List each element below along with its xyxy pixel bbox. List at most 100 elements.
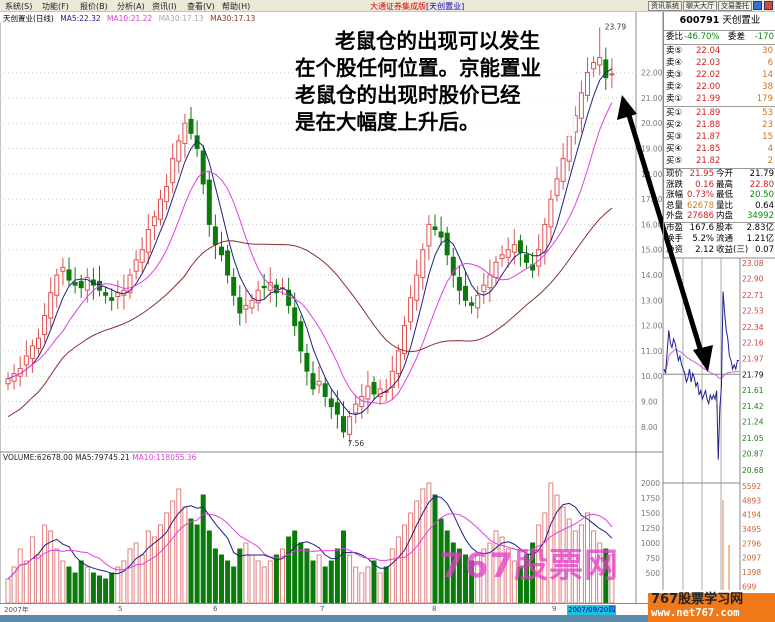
volume-bar xyxy=(249,554,255,604)
volume-bar xyxy=(347,554,353,604)
stat-label: 市盈 xyxy=(666,223,684,233)
y-tick-label: 18.00 xyxy=(641,170,663,179)
stat-value: 27686 xyxy=(686,211,714,221)
candle-body xyxy=(609,73,615,76)
candle-body xyxy=(542,223,548,253)
stat-label: 最高 xyxy=(716,179,734,190)
volume-ma10-line xyxy=(7,513,613,580)
candle-body xyxy=(292,307,298,327)
stock-name-label: 天创置业(日线) xyxy=(3,14,54,23)
intraday-tick-label: 20.87 xyxy=(742,450,764,459)
weicha-value: -170 xyxy=(754,32,774,42)
volume-legend-item: MA10:118055.36 xyxy=(132,453,196,462)
volume-bar xyxy=(237,548,243,604)
volume-bar xyxy=(359,572,365,604)
menu-view[interactable]: 查看(V) xyxy=(187,2,215,11)
quote-header: 600791 天创置业 xyxy=(664,15,775,27)
volume-bar xyxy=(328,560,334,604)
y-tick-label: 17.00 xyxy=(641,195,663,204)
stat-row: 外盘 27686 内盘 34992 xyxy=(664,211,775,222)
buy-price: 21.85 xyxy=(696,144,721,154)
stat-label: 涨跌 xyxy=(666,179,684,190)
volume-bar xyxy=(353,566,359,604)
candle-body xyxy=(145,228,151,253)
candle-body xyxy=(334,402,340,415)
volume-bar xyxy=(225,560,231,604)
volume-bar xyxy=(17,548,23,604)
sell-row[interactable]: 卖⑤ 22.04 30 xyxy=(664,45,775,57)
annotation-line: 是在大幅度上升后。 xyxy=(295,110,480,134)
intraday-tick-label: 22.16 xyxy=(742,338,764,347)
menu-help[interactable]: 帮助(H) xyxy=(222,2,251,11)
volume-bar xyxy=(414,500,420,604)
sell-row[interactable]: 卖① 21.99 179 xyxy=(664,93,775,105)
candle-body xyxy=(493,261,499,279)
candle-body xyxy=(341,416,346,433)
candle-body xyxy=(29,345,35,359)
volume-bar xyxy=(133,542,139,604)
menu-quote[interactable]: 报价(B) xyxy=(80,2,108,11)
volume-bar xyxy=(310,560,316,604)
stat-label: 总量 xyxy=(666,200,684,211)
candle-body xyxy=(36,337,41,349)
intraday-volume-tick: 4893 xyxy=(742,496,761,505)
sell-price: 21.99 xyxy=(696,94,721,104)
volume-bar xyxy=(243,542,249,604)
intraday-volume-tick: 699 xyxy=(742,582,757,591)
trade-button[interactable]: 交易委托 xyxy=(718,1,752,11)
candle-body xyxy=(353,403,359,414)
candle-body xyxy=(109,297,115,301)
buy-label: 买② xyxy=(666,120,683,130)
buy-row[interactable]: 买③ 21.87 15 xyxy=(664,131,775,143)
menu-analysis[interactable]: 分析(A) xyxy=(117,2,145,11)
sell-row[interactable]: 卖④ 22.03 6 xyxy=(664,57,775,69)
candle-body xyxy=(591,61,597,70)
buy-row[interactable]: 买② 21.88 23 xyxy=(664,119,775,131)
buy-row[interactable]: 买④ 21.85 4 xyxy=(664,143,775,155)
chat-hall-button[interactable]: 聊天大厅 xyxy=(683,1,717,11)
candle-body xyxy=(54,274,60,296)
volume-bar xyxy=(90,572,96,604)
buy-row[interactable]: 买① 21.89 53 xyxy=(664,107,775,119)
candle-body xyxy=(456,277,462,291)
minimize-icon[interactable] xyxy=(753,1,762,10)
stat-label: 流通 xyxy=(716,234,734,244)
candle-body xyxy=(78,280,84,289)
y-tick-label: 15.00 xyxy=(641,246,663,255)
buy-volume: 53 xyxy=(762,108,773,118)
sell-row[interactable]: 卖③ 22.02 14 xyxy=(664,69,775,81)
sell-row[interactable]: 卖② 22.00 38 xyxy=(664,81,775,93)
candle-body xyxy=(188,118,194,134)
volume-bar xyxy=(139,554,145,604)
menu-system[interactable]: 系统(S) xyxy=(5,2,33,11)
candle-body xyxy=(261,285,267,289)
volume-bar xyxy=(84,566,90,604)
stat-value: 2.12 xyxy=(695,245,714,255)
watermark-box: 767股票学习网 www.net767.com xyxy=(648,593,775,622)
menu-function[interactable]: 功能(F) xyxy=(42,2,69,11)
volume-bar xyxy=(273,554,279,604)
intraday-volume-tick: 1398 xyxy=(742,568,761,577)
buy-volume: 4 xyxy=(767,144,773,154)
date-tick: 6 xyxy=(213,605,218,613)
candle-body xyxy=(420,249,426,279)
candle-body xyxy=(371,382,377,395)
menu-info[interactable]: 资讯(I) xyxy=(152,2,177,11)
volume-bar xyxy=(395,536,401,604)
volume-bar xyxy=(182,506,188,604)
intraday-tick-label: 21.05 xyxy=(742,434,764,443)
buy-row[interactable]: 买⑤ 21.82 2 xyxy=(664,155,775,167)
annotation-line: 在个股任何位置。京能置业 xyxy=(295,56,541,80)
volume-bar xyxy=(5,578,11,604)
close-icon[interactable] xyxy=(764,1,773,10)
stat-label: 现价 xyxy=(666,169,684,179)
sell-price: 22.04 xyxy=(696,46,721,56)
volume-bar xyxy=(304,548,310,604)
volume-bar xyxy=(231,566,237,604)
candle-body xyxy=(158,198,163,220)
candle-body xyxy=(219,246,224,256)
candle-body xyxy=(286,289,292,306)
info-system-button[interactable]: 资讯系统 xyxy=(648,1,682,11)
volume-bar xyxy=(170,500,176,604)
